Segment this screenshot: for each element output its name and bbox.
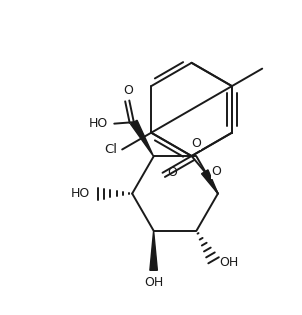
Text: O: O <box>123 84 133 97</box>
Polygon shape <box>201 170 218 194</box>
Text: O: O <box>191 137 201 150</box>
Text: HO: HO <box>71 187 90 200</box>
Text: OH: OH <box>220 256 239 269</box>
Text: HO: HO <box>89 117 108 130</box>
Text: O: O <box>167 166 177 179</box>
Text: Cl: Cl <box>105 143 118 156</box>
Text: O: O <box>211 165 221 178</box>
Text: OH: OH <box>144 276 163 289</box>
Polygon shape <box>130 120 154 157</box>
Polygon shape <box>150 231 157 270</box>
